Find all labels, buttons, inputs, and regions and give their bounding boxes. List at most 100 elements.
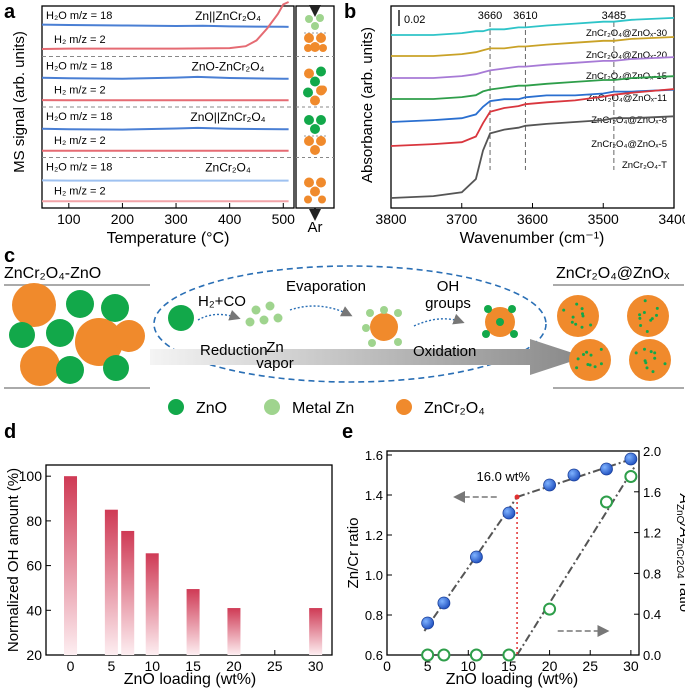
zno-dot [304,115,314,125]
panel-e-xtick-label: 5 [424,658,432,674]
zno-speck [580,325,584,329]
panel-e-zncr-ratio-point [470,550,483,564]
panel-a-letter: a [4,1,16,23]
panel-b-xtick-label: 3600 [517,211,548,227]
panel-e-ytick-right-label: 0.0 [643,648,661,663]
zncr-dot [310,42,320,52]
panel-e-zncr-ratio-point [421,616,435,630]
panel-e-xtick-label: 15 [501,658,517,674]
panel-b-spectrum-line [391,17,675,36]
zncr-particle [75,318,123,366]
zno-speck [634,351,638,355]
panel-e-ylabel-right: AZnO/AZnCr2O4 ratio [674,493,685,612]
metal-zn-particle [245,317,255,327]
zno-speck [642,311,646,314]
metal-zn-dot [316,14,324,22]
zncr-dot [304,136,314,146]
zno-dot [310,76,320,87]
metal-zn-particle [368,339,376,347]
panel-a-group-title: Zn||ZnCr₂O₄ [195,9,261,23]
panel-a-h2-label: H₂ m/z = 2 [54,85,106,97]
legend-metal-zn-swatch [264,399,280,415]
panel-a-group-title: ZnO-ZnCr₂O₄ [192,60,265,74]
zncr-particle [113,320,145,352]
metal-zn-particle [380,306,388,314]
zncr-dot [319,44,327,52]
panel-e-ytick-right-label: 1.2 [643,526,661,541]
panel-e-ytick-left-label: 0.6 [365,648,383,663]
zno-speck [593,365,597,369]
process-ellipse [153,265,547,383]
zno-particle [9,322,35,348]
panel-b-spectrum-line [391,36,675,57]
panel-d-xtick-label: 5 [107,658,115,674]
panel-e-xtick-label: 10 [461,658,477,674]
zncr-dot [304,195,312,204]
panel-b-ylabel: Absorbance (arb. units) [359,27,376,183]
panel-b-spectrum-line [391,75,675,100]
step-oxidation-label: Oxidation [413,343,476,360]
panel-b-peak-label: 3610 [513,10,537,22]
panel-e-xtick-label: 20 [542,658,558,674]
panel-e-zncr-ratio-point [600,462,613,476]
zno-speck [575,366,579,370]
panel-b-series-label: ZnCr₂O₄@ZnOₓ-15 [586,71,667,82]
zncr-dot [304,68,314,79]
zno-speck [653,356,657,360]
zncr-dot [316,136,326,146]
panel-a-h2-label: H₂ m/z = 2 [54,186,106,198]
panel-e-ylabel-left: Zn/Cr ratio [345,518,362,589]
coated-zncr-particle [627,295,669,337]
panel-b-series-label: ZnCr₂O₄@ZnOₓ-20 [586,50,667,61]
panel-e-ytick-right-label: 1.6 [643,485,661,500]
zno-dot [303,87,313,98]
panel-b-series-label: ZnCr₂O₄-T [622,160,667,171]
legend-metal-zn-label: Metal Zn [292,400,354,417]
zno-speck [580,307,584,311]
panel-d-xtick-label: 20 [226,658,242,674]
zncr-dot [304,44,312,52]
step-evaporation-label: Evaporation [286,278,366,295]
zno-speck [571,315,575,319]
panel-e-fit-line-left-2 [516,457,636,498]
panel-b-spectrum-line [390,88,675,147]
panel-d-ytick-label: 60 [26,558,42,574]
panel-e-ytick-right-label: 2.0 [643,444,661,459]
zno-speck [655,306,659,310]
panel-e-area-ratio-point [469,648,483,662]
step-h2co-label: H₂+CO [198,293,246,310]
zno-speck [639,324,643,327]
metal-zn-dot [311,22,319,30]
zno-speck [650,317,654,321]
coated-zncr-particle [569,339,611,381]
zno-particle [510,330,518,338]
panel-e-ylabel-right-sub2: ZnCr2O4 [674,538,685,580]
metal-zn-particle [362,324,370,332]
panel-d-ytick-label: 40 [26,602,42,618]
panel-b-xtick-label: 3700 [446,211,477,227]
panel-d-bar [186,589,200,655]
evaporation-arrow-icon [289,305,353,317]
panel-d-ytick-label: 100 [19,468,43,484]
zno-speck [655,313,658,317]
zno-particle [66,290,94,318]
zno-speck [582,353,585,356]
panel-e-area-ratio-point [502,648,516,662]
panel-e-zncr-ratio-point [543,478,556,492]
panel-a-h2o-label: H₂O m/z = 18 [46,10,112,22]
coated-zncr-particle [629,339,671,381]
zncr-dot [318,195,326,204]
panel-b-xlabel: Wavenumber (cm⁻¹) [460,230,605,247]
zncr-dot [310,145,320,155]
panel-e-ytick-right-label: 0.8 [643,566,661,581]
zncr-dot [304,177,314,188]
panel-a-xlabel: Temperature (°C) [107,230,230,247]
panel-a-xtick-label: 200 [111,211,135,227]
panel-e-zncr-ratio-point [502,506,516,520]
panel-e-ytick-left-label: 1.2 [365,528,383,543]
panel-a-xtick-label: 100 [57,211,81,227]
metal-zn-particle [251,305,261,315]
panel-e-threshold-point [514,494,520,500]
zncr-dot [304,33,314,43]
panel-e-ytick-right-label: 0.4 [643,607,661,622]
